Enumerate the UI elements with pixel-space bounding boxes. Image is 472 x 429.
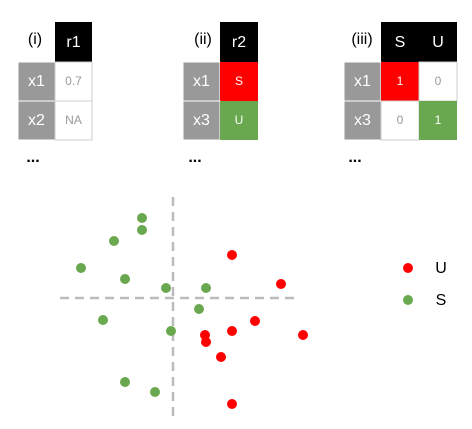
header-cell xyxy=(381,22,419,62)
value-cell xyxy=(54,61,93,102)
point xyxy=(150,387,160,397)
point xyxy=(227,326,237,336)
header-text: U xyxy=(432,34,444,51)
red-points xyxy=(200,250,308,409)
point xyxy=(76,263,86,273)
header-text: S xyxy=(395,34,406,51)
point xyxy=(137,213,147,223)
point xyxy=(166,326,176,336)
row-label: x1 xyxy=(193,73,210,90)
value-cell xyxy=(220,101,258,140)
value-cell xyxy=(380,100,420,141)
header-text: r2 xyxy=(232,34,246,51)
header-cell xyxy=(419,22,457,62)
row-label-cell xyxy=(343,100,382,141)
value-text: U xyxy=(235,113,244,127)
row-label: x1 xyxy=(354,73,371,90)
table-ii: (ii) r2 x1 S x3 U ... xyxy=(182,22,258,166)
point xyxy=(98,315,108,325)
point xyxy=(216,352,226,362)
ellipsis: ... xyxy=(26,149,39,166)
value-text: 1 xyxy=(397,74,404,88)
legend: U S xyxy=(403,260,447,309)
point xyxy=(137,225,147,235)
value-cell xyxy=(381,62,419,101)
legend-swatch xyxy=(403,295,413,305)
row-label: x3 xyxy=(354,112,371,129)
row-label: x2 xyxy=(28,112,45,129)
value-text: 1 xyxy=(435,113,442,127)
value-text: NA xyxy=(65,113,82,127)
value-cell xyxy=(54,100,93,141)
ellipsis: ... xyxy=(348,149,361,166)
point xyxy=(298,330,308,340)
value-cell xyxy=(419,101,457,140)
table-label: (i) xyxy=(28,31,42,48)
value-cell xyxy=(220,62,258,101)
point xyxy=(250,316,260,326)
value-text: 0.7 xyxy=(65,74,82,88)
header-text: r1 xyxy=(66,34,80,51)
table-iii: (iii) S U x1 1 0 x3 0 1 ... xyxy=(343,22,458,166)
point xyxy=(120,377,130,387)
value-text: 0 xyxy=(397,113,404,127)
value-text: S xyxy=(235,74,243,88)
row-label: x3 xyxy=(193,112,210,129)
header-cell xyxy=(55,22,92,62)
row-label-cell xyxy=(17,61,56,102)
row-label-cell xyxy=(182,100,221,141)
legend-label: U xyxy=(435,260,447,277)
value-text: 0 xyxy=(435,74,442,88)
point xyxy=(227,250,237,260)
point xyxy=(109,236,119,246)
row-label-cell xyxy=(17,100,56,141)
point xyxy=(201,337,211,347)
header-cell xyxy=(220,22,258,62)
row-label-cell xyxy=(182,61,221,102)
point xyxy=(227,399,237,409)
ellipsis: ... xyxy=(188,149,201,166)
table-i: (i) r1 x1 0.7 x2 NA ... xyxy=(17,22,93,166)
row-label: x1 xyxy=(28,73,45,90)
point xyxy=(276,279,286,289)
legend-label: S xyxy=(436,292,447,309)
point xyxy=(120,274,130,284)
green-points xyxy=(76,213,211,397)
table-label: (iii) xyxy=(351,31,372,48)
value-cell xyxy=(418,61,458,102)
point xyxy=(161,283,171,293)
point xyxy=(194,304,204,314)
legend-swatch xyxy=(403,263,413,273)
point xyxy=(201,283,211,293)
scatter-sketch xyxy=(60,197,308,420)
table-label: (ii) xyxy=(194,31,212,48)
